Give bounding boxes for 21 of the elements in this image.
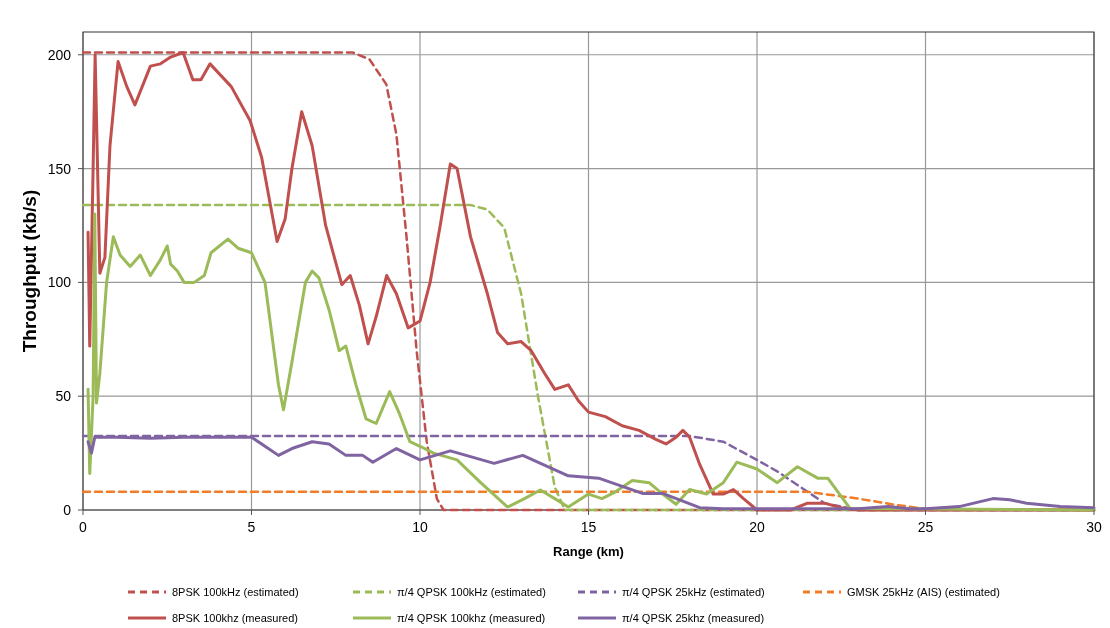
legend-label: π/4 QPSK 100kHz (estimated) [397,586,546,598]
y-tick-label: 200 [47,46,72,63]
x-tick-label: 0 [79,519,88,535]
legend-label: 8PSK 100kHz (estimated) [172,586,299,598]
y-axis-title: Throughput (kb/s) [19,189,40,353]
x-tick-label: 10 [412,519,428,535]
x-tick-label: 5 [247,519,256,535]
y-tick-label: 50 [55,388,72,405]
y-tick-label: 0 [63,502,72,518]
x-axis-title: Range (km) [553,544,624,559]
x-tick-label: 15 [580,519,597,535]
x-tick-label: 20 [749,519,765,535]
legend-label: π/4 QPSK 100khz (measured) [397,612,546,624]
legend-label: π/4 QPSK 25kHz (estimated) [622,586,765,598]
x-tick-label: 25 [917,519,934,535]
legend-label: π/4 QPSK 25khz (measured) [622,612,765,624]
y-tick-label: 100 [47,274,72,291]
legend-label: GMSK 25kHz (AIS) (estimated) [847,586,1000,598]
x-tick-label: 30 [1086,519,1102,535]
y-tick-label: 150 [47,160,72,177]
legend-label: 8PSK 100khz (measured) [172,612,298,624]
